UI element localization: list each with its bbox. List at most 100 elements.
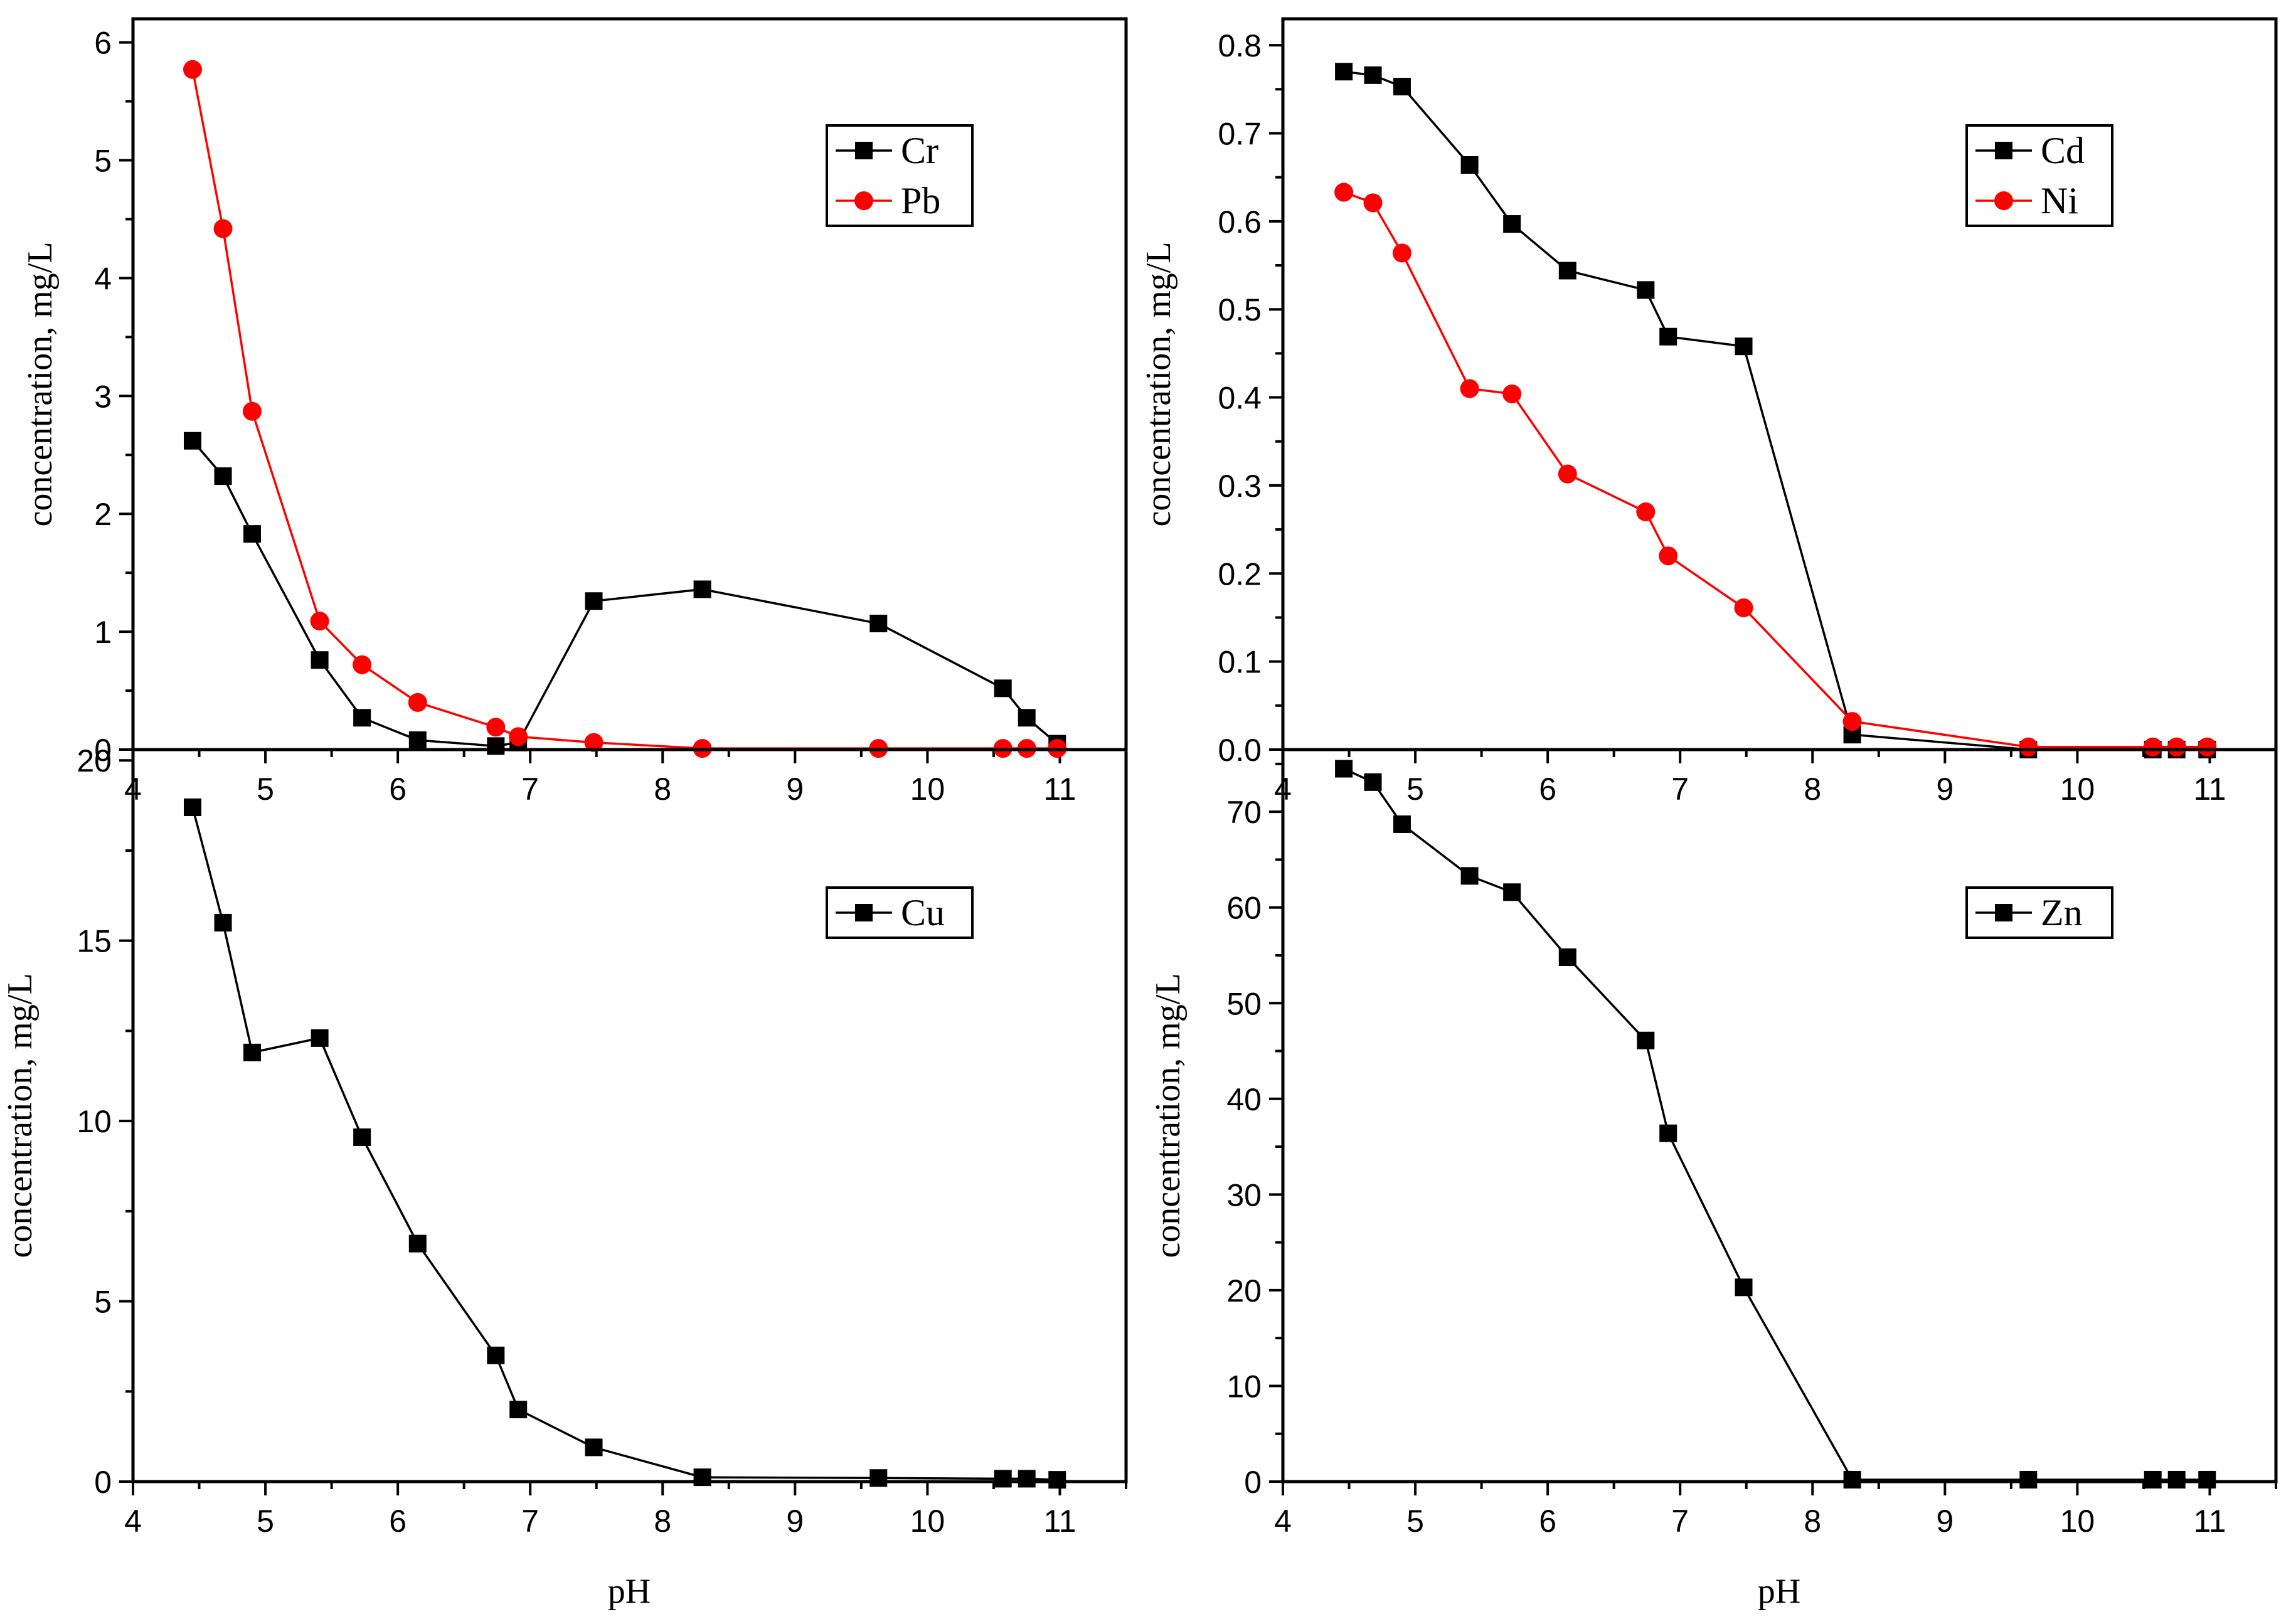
- y-tick-label: 15: [77, 924, 112, 959]
- x-axis-label: pH: [608, 1572, 651, 1611]
- data-point: [183, 798, 201, 816]
- data-point: [311, 651, 329, 669]
- legend: Zn: [1965, 886, 2113, 939]
- x-tick-label: 11: [2194, 772, 2226, 807]
- x-tick-label: 10: [910, 772, 945, 807]
- y-axis-label: concentration, mg/L: [1149, 973, 1188, 1258]
- x-tick-label: 5: [257, 1504, 274, 1539]
- data-point: [1843, 1470, 1861, 1489]
- data-point: [408, 731, 427, 749]
- x-tick-label: 7: [1671, 1504, 1689, 1539]
- x-tick-label: 9: [1936, 1504, 1954, 1539]
- y-tick-label: 60: [1226, 891, 1262, 926]
- data-point: [1637, 1031, 1655, 1049]
- data-point: [1334, 183, 1354, 202]
- y-tick-label: 0.6: [1218, 204, 1262, 240]
- data-point: [243, 525, 261, 543]
- x-tick-label: 7: [521, 1504, 539, 1539]
- x-tick-label: 4: [1274, 1504, 1292, 1539]
- data-point: [487, 737, 505, 755]
- y-tick-label: 1: [94, 615, 112, 650]
- x-tick-label: 9: [786, 772, 804, 807]
- y-axis-label: concentration, mg/L: [21, 241, 60, 526]
- data-point: [1558, 948, 1576, 967]
- y-tick-label: 0.8: [1218, 28, 1262, 63]
- y-tick-label: 0.4: [1218, 381, 1262, 416]
- series-cr: [183, 432, 1066, 755]
- x-tick-label: 10: [910, 1504, 945, 1539]
- x-tick-label: 11: [1044, 772, 1077, 807]
- data-point: [1734, 598, 1753, 618]
- data-point: [1558, 262, 1576, 280]
- data-point: [408, 1234, 427, 1253]
- data-point: [1392, 243, 1411, 263]
- data-point: [869, 1469, 888, 1487]
- y-tick-label: 0: [94, 733, 112, 768]
- data-point: [2167, 737, 2186, 756]
- x-tick-label: 7: [521, 772, 539, 807]
- data-point: [1393, 78, 1411, 96]
- legend-box: [826, 124, 974, 227]
- x-tick-label: 9: [1936, 772, 1954, 807]
- y-tick-label: 10: [1226, 1369, 1262, 1404]
- y-tick-label: 0.1: [1218, 645, 1262, 680]
- y-axis-label: concentration, mg/L: [1, 973, 40, 1258]
- data-point: [214, 467, 232, 486]
- data-point: [183, 432, 201, 450]
- series-line: [191, 440, 1058, 748]
- data-point: [1335, 760, 1353, 778]
- data-point: [1842, 712, 1862, 731]
- x-tick-label: 8: [654, 772, 671, 807]
- data-point: [2143, 737, 2162, 756]
- data-point: [1558, 464, 1577, 484]
- x-tick-label: 7: [1671, 772, 1689, 807]
- y-tick-label: 2: [94, 497, 112, 532]
- data-point: [213, 219, 233, 238]
- data-point: [584, 733, 603, 752]
- data-point: [509, 727, 528, 746]
- x-tick-label: 5: [257, 772, 274, 807]
- data-point: [1503, 883, 1521, 901]
- data-point: [1364, 773, 1382, 791]
- y-tick-label: 0.2: [1218, 556, 1262, 592]
- data-point: [994, 679, 1012, 698]
- legend-label: Pb: [901, 180, 940, 221]
- legend-label: Ni: [2041, 180, 2078, 221]
- y-tick-label: 5: [94, 143, 112, 178]
- y-tick-label: 0.3: [1218, 469, 1262, 504]
- y-tick-label: 0: [1244, 1465, 1262, 1500]
- data-point: [408, 693, 427, 712]
- data-point: [2019, 737, 2038, 756]
- y-tick-label: 70: [1226, 795, 1262, 830]
- data-point: [353, 709, 371, 727]
- y-tick-label: 6: [94, 26, 112, 61]
- data-point: [242, 401, 262, 421]
- data-point: [2198, 1470, 2216, 1489]
- legend-label: Cd: [2041, 130, 2085, 171]
- data-point: [243, 1043, 261, 1061]
- x-tick-label: 8: [1804, 772, 1821, 807]
- y-tick-label: 0: [94, 1465, 112, 1500]
- y-tick-label: 0.7: [1218, 116, 1262, 151]
- data-point: [1460, 156, 1479, 174]
- legend: Cd Ni: [1965, 124, 2113, 227]
- legend-label: Cr: [901, 130, 938, 171]
- x-tick-label: 9: [786, 1504, 804, 1539]
- y-tick-label: 5: [94, 1285, 112, 1320]
- y-tick-label: 30: [1226, 1177, 1262, 1213]
- data-point: [183, 60, 202, 79]
- data-point: [1335, 63, 1353, 81]
- x-tick-label: 8: [654, 1504, 671, 1539]
- data-point: [311, 1029, 329, 1047]
- plot-frame: [131, 17, 1128, 751]
- legend-marker: [1995, 904, 2012, 921]
- data-point: [2198, 737, 2217, 756]
- data-point: [486, 718, 506, 737]
- series-line: [1343, 767, 2208, 1481]
- x-tick-label: 11: [1044, 1504, 1077, 1539]
- chart-cd_ni: 4 5 6 7 8 9 10 110.00.10.20.30.40.50.60.70.8con…: [1139, 17, 2278, 807]
- series-ni: [1334, 183, 2217, 756]
- data-point: [585, 592, 603, 610]
